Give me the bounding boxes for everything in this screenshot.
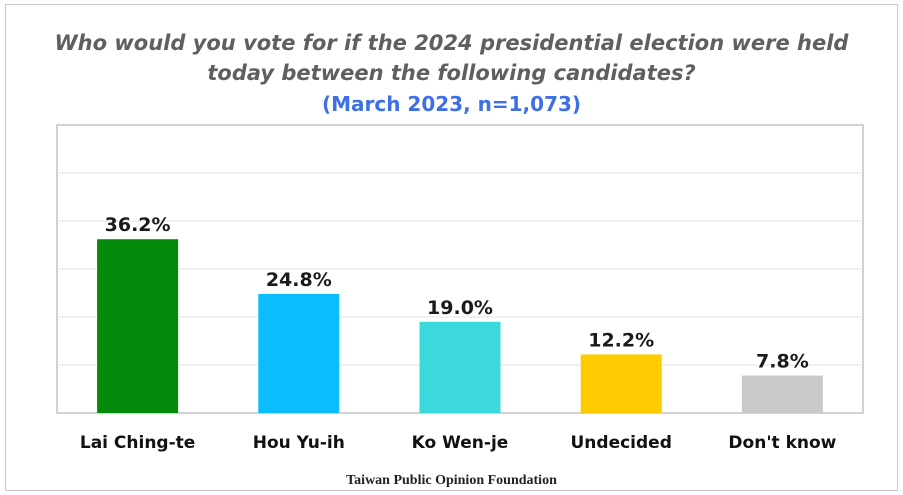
value-label-2: 24.8% <box>266 269 332 291</box>
value-label-3: 19.0% <box>427 297 493 319</box>
bar-4 <box>580 354 662 413</box>
category-labels-group: Lai Ching-te Hou Yu-ih Ko Wen-je Undecided D… <box>80 433 837 453</box>
bar-5 <box>741 375 823 413</box>
value-label-1: 36.2% <box>105 214 171 236</box>
bars-group <box>97 239 823 413</box>
bar-1 <box>97 239 179 413</box>
category-label-4: Undecided <box>571 433 672 453</box>
value-label-5: 7.8% <box>756 351 809 373</box>
source-credit: Taiwan Public Opinion Foundation <box>346 473 557 488</box>
bar-3 <box>419 321 501 413</box>
value-label-4: 12.2% <box>588 329 654 351</box>
chart-title-line-1: Who would you vote for if the 2024 presi… <box>54 31 849 55</box>
bar-2 <box>258 293 340 413</box>
category-label-2: Hou Yu-ih <box>253 433 345 453</box>
category-label-5: Don't know <box>728 433 836 453</box>
category-label-1: Lai Ching-te <box>80 433 195 453</box>
value-labels-group: 36.2% 24.8% 19.0% 12.2% 7.8% <box>105 214 809 372</box>
chart-title-line-2: today between the following candidates? <box>207 61 696 85</box>
chart-subtitle: (March 2023, n=1,073) <box>321 92 582 116</box>
category-label-3: Ko Wen-je <box>412 433 509 453</box>
